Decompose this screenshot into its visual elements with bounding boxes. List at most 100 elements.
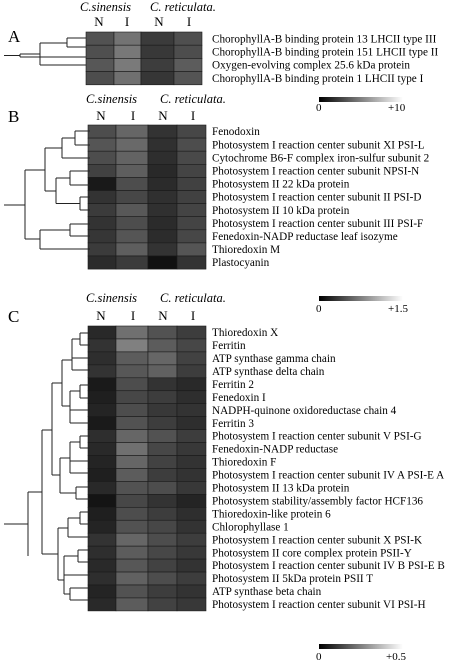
panel-c-row-label: Ferritin — [212, 340, 246, 352]
panel-b-col-2: I — [131, 108, 135, 123]
panel-c-cell-r20-c3 — [147, 571, 178, 586]
panel-c-cell-r3-c1 — [87, 351, 117, 366]
panel-c-species-2: C. reticulata. — [160, 291, 226, 305]
panel-c-cell-r5-c4 — [176, 377, 207, 392]
panel-b-cell-r10-c3 — [147, 242, 178, 257]
panel-c-color-scale — [319, 644, 403, 649]
panel-b-color-scale — [319, 296, 403, 301]
panel-c-cell-r12-c1 — [87, 468, 117, 482]
panel-c-cell-r2-c1 — [87, 338, 117, 353]
panel-c-cell-r15-c3 — [147, 506, 178, 521]
panel-c-cell-r9-c2 — [115, 429, 149, 443]
panel-c-cell-r18-c1 — [87, 545, 117, 560]
panel-c-cell-r17-c1 — [87, 532, 117, 547]
panel-c-cell-r9-c1 — [87, 429, 117, 443]
panel-c-cell-r3-c3 — [147, 351, 178, 366]
panel-b-row-label: Photosystem I reaction center subunit XI… — [212, 139, 425, 151]
panel-a-cell-r3-c4 — [173, 58, 203, 72]
panel-b-cell-r3-c1 — [87, 150, 117, 165]
panel-b-row-label: Photosystem I reaction center subunit II… — [212, 192, 421, 204]
panel-c-cell-r4-c4 — [176, 364, 207, 379]
panel-c-cell-r15-c1 — [87, 506, 117, 521]
panel-c-row-label: ATP synthase beta chain — [212, 586, 322, 598]
panel-b-cell-r9-c4 — [176, 229, 207, 244]
panel-c-cell-r8-c2 — [115, 416, 149, 430]
panel-c-row-label: Photosystem I reaction center subunit IV… — [212, 560, 445, 572]
panel-a-cell-r3-c3 — [140, 58, 175, 72]
panel-c-row-label: Thioredoxin F — [212, 457, 276, 469]
panel-c-row-label: Photosystem I reaction center subunit IV… — [212, 470, 444, 482]
panel-c-cell-r10-c3 — [147, 442, 178, 456]
panel-a-row-label: Oxygen-evolving complex 25.6 kDa protein — [212, 60, 410, 72]
panel-b-cell-r2-c1 — [87, 137, 117, 152]
panel-c-cell-r15-c2 — [115, 506, 149, 521]
panel-b-cell-r3-c4 — [176, 150, 207, 165]
panel-c-cell-r16-c1 — [87, 519, 117, 534]
panel-a-cell-r4-c4 — [173, 71, 203, 86]
panel-c-cell-r8-c1 — [87, 416, 117, 430]
panel-c-row-label: Photosystem I reaction center subunit VI… — [212, 599, 426, 611]
panel-a-color-scale — [319, 97, 403, 102]
panel-b-cell-r2-c2 — [115, 137, 149, 152]
panel-c-cell-r5-c1 — [87, 377, 117, 392]
panel-a-cell-r3-c2 — [113, 58, 142, 72]
panel-c-row-label: Fenedoxin-NADP reductase — [212, 444, 338, 456]
panel-c-cell-r19-c3 — [147, 558, 178, 573]
panel-a-cell-r4-c3 — [140, 71, 175, 86]
panel-a-cell-r1-c4 — [173, 31, 203, 46]
panel-b-cell-r11-c4 — [176, 255, 207, 270]
panel-c-row-label: Photosystem II 5kDa protein PSII T — [212, 573, 373, 585]
panel-c-cell-r10-c1 — [87, 442, 117, 456]
panel-c-cell-r7-c4 — [176, 403, 207, 417]
panel-a-dendrogram — [4, 37, 86, 66]
panel-c-cell-r12-c2 — [115, 468, 149, 482]
panel-b-row-label: Cytochrome B6-F complex iron-sulfur subu… — [212, 152, 429, 164]
panel-a-cell-r4-c2 — [113, 71, 142, 86]
panel-b-species-2: C. reticulata. — [160, 92, 226, 106]
panel-a-species-1: C.sinensis — [80, 0, 131, 14]
panel-c-cell-r16-c2 — [115, 519, 149, 534]
panel-c-cell-r7-c1 — [87, 403, 117, 417]
panel-b-cell-r1-c4 — [176, 124, 207, 139]
panel-c-cell-r17-c4 — [176, 532, 207, 547]
panel-a-cell-r1-c3 — [140, 31, 175, 46]
panel-c-cell-r9-c3 — [147, 429, 178, 443]
panel-b-cell-r11-c1 — [87, 255, 117, 270]
panel-c-cell-r20-c1 — [87, 571, 117, 586]
panel-c-cell-r19-c4 — [176, 558, 207, 573]
panel-b-row-label: Thioredoxin M — [212, 244, 280, 256]
panel-c-row-label: Thioredoxin-like protein 6 — [212, 508, 331, 520]
panel-c-cell-r7-c2 — [115, 403, 149, 417]
panel-c-cell-r18-c4 — [176, 545, 207, 560]
panel-b-cell-r3-c3 — [147, 150, 178, 165]
panel-c-cell-r6-c1 — [87, 390, 117, 404]
panel-b-cell-r3-c2 — [115, 150, 149, 165]
panel-b-row-label: Fenedoxin-NADP reductase leaf isozyme — [212, 231, 398, 243]
panel-c-row-label: Photosystem II 13 kDa protein — [212, 483, 350, 495]
panel-a-row-label: ChorophyllA-B binding protein 151 LHCII … — [212, 46, 438, 58]
panel-a-cell-r2-c1 — [85, 44, 115, 59]
panel-c-cell-r8-c4 — [176, 416, 207, 430]
panel-b-scale-min: 0 — [316, 303, 322, 315]
panel-c-cell-r6-c3 — [147, 390, 178, 404]
panel-a-heatmap — [85, 31, 203, 86]
panel-b-cell-r4-c1 — [87, 164, 117, 178]
panel-c-cell-r2-c4 — [176, 338, 207, 353]
panel-b-cell-r8-c3 — [147, 216, 178, 231]
panel-a-cell-r2-c2 — [113, 44, 142, 59]
panel-c-cell-r2-c2 — [115, 338, 149, 353]
panel-c-cell-r16-c3 — [147, 519, 178, 534]
panel-b-scale-max: +1.5 — [388, 303, 408, 315]
panel-c-cell-r11-c3 — [147, 455, 178, 469]
panel-b-cell-r7-c1 — [87, 203, 117, 218]
panel-b-cell-r8-c2 — [115, 216, 149, 231]
panel-a-cell-r2-c3 — [140, 44, 175, 59]
panel-b-row-label: Photosystem II 22 kDa protein — [212, 179, 350, 191]
panel-c-dendrogram — [4, 332, 90, 601]
panel-c-row-label: ATP synthase delta chain — [212, 366, 325, 378]
panel-b-cell-r9-c3 — [147, 229, 178, 244]
panel-c-cell-r3-c2 — [115, 351, 149, 366]
panel-b-row-label: Photosystem I reaction center subunit NP… — [212, 166, 419, 178]
